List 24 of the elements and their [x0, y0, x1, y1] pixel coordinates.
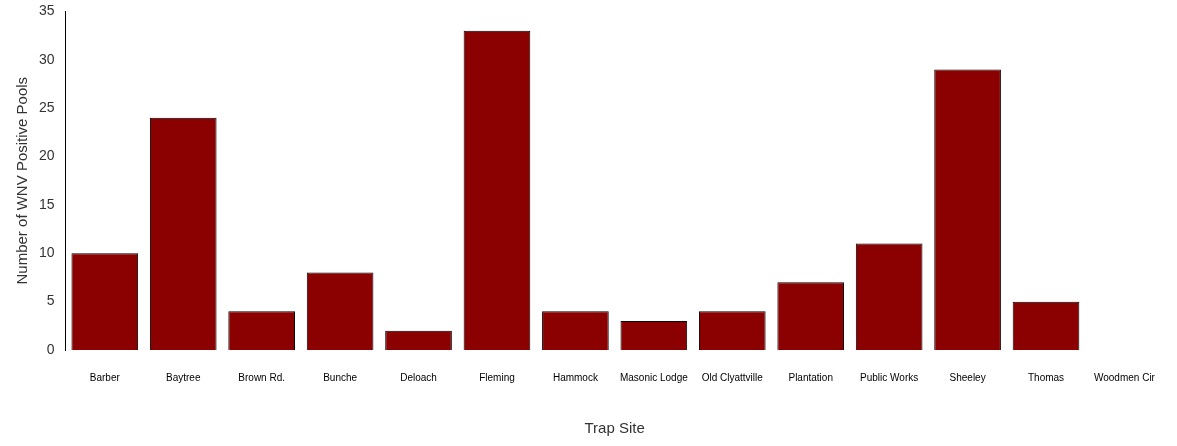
x-tick-label: Deloach: [400, 371, 437, 383]
x-tick-label: Brown Rd.: [238, 371, 286, 383]
x-tick-label: Plantation: [788, 371, 833, 383]
x-tick-label: Bunche: [323, 371, 358, 383]
x-tick-label: Sheeley: [949, 371, 986, 383]
x-tick-label: Public Works: [860, 371, 919, 383]
y-tick-label: 15: [38, 195, 55, 212]
y-tick-label: 5: [46, 292, 55, 309]
x-tick-label: Thomas: [1027, 371, 1065, 383]
x-axis-title: Trap Site: [584, 419, 645, 437]
x-tick-label: Barber: [89, 371, 121, 383]
x-tick-label: Hammock: [552, 371, 599, 383]
y-axis-title: Number of WNV Positive Pools: [13, 76, 31, 285]
x-tick-label: Old Clyattville: [701, 371, 764, 383]
y-tick-label: 0: [46, 340, 55, 357]
x-tick-label: Woodmen Cir: [1093, 371, 1156, 383]
y-tick-label: 20: [38, 147, 55, 164]
x-tick-label: Fleming: [479, 371, 515, 383]
x-tick-label: Baytree: [165, 371, 201, 383]
y-tick-label: 25: [38, 99, 55, 115]
y-tick-label: 30: [38, 50, 55, 67]
y-tick-label: 10: [38, 244, 55, 261]
y-tick-label: 35: [38, 2, 55, 19]
x-tick-label: Masonic Lodge: [619, 371, 689, 383]
